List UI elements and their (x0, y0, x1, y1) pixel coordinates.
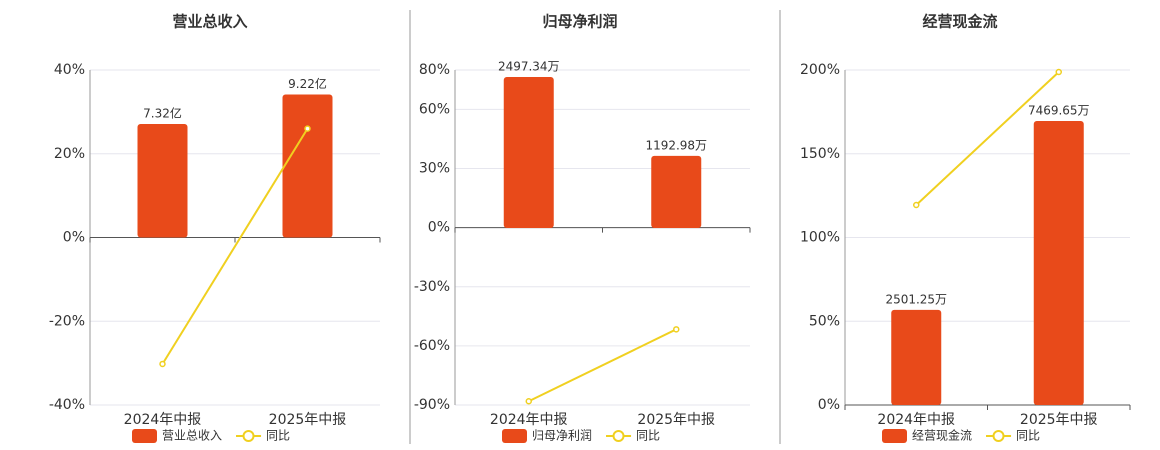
line-point (525, 398, 532, 405)
bar-value-label: 9.22亿 (288, 76, 327, 91)
y-tick-label: 100% (800, 230, 840, 246)
bar-value-label: 1192.98万 (645, 138, 707, 152)
legend-label: 归母净利润 (532, 429, 592, 443)
y-tick-label: 60% (419, 101, 450, 117)
y-tick-label: 150% (800, 146, 840, 162)
x-tick-label: 2024年中报 (124, 412, 202, 428)
legend-label: 同比 (636, 429, 660, 443)
y-tick-label: -30% (414, 279, 450, 295)
legend-swatch (132, 429, 157, 443)
bar-value-label: 2501.25万 (885, 292, 947, 306)
x-tick-label: 2025年中报 (269, 412, 347, 428)
bar-value-label: 7469.65万 (1028, 103, 1090, 117)
line (161, 128, 309, 365)
line (915, 71, 1060, 206)
y-tick-label: 40% (54, 62, 85, 78)
bar (891, 309, 942, 405)
y-tick-label: -40% (49, 397, 85, 413)
legend-label: 经营现金流 (912, 428, 972, 443)
legend-swatch (242, 430, 255, 442)
legend-swatch (612, 430, 625, 442)
y-tick-label: 0% (818, 397, 840, 413)
line-point (1055, 68, 1062, 76)
y-tick-label: 30% (419, 161, 450, 177)
line (528, 328, 677, 403)
bar (651, 155, 702, 228)
legend-swatch (992, 430, 1005, 442)
x-tick-label: 2025年中报 (1020, 412, 1098, 428)
y-tick-label: 20% (54, 146, 85, 162)
y-tick-label: -60% (414, 338, 450, 354)
y-tick-label: 0% (63, 230, 85, 246)
y-tick-label: -20% (49, 313, 85, 329)
legend-swatch (502, 429, 527, 443)
line-point (304, 125, 311, 132)
line-point (159, 360, 166, 368)
line-point (673, 326, 680, 333)
bar-value-label: 2497.34万 (498, 59, 560, 73)
bar (282, 94, 333, 238)
chart-title: 经营现金流 (922, 13, 997, 31)
y-tick-label: 80% (419, 62, 450, 78)
bar-value-label: 7.32亿 (143, 105, 182, 120)
y-tick-label: 200% (800, 62, 840, 78)
legend-label: 同比 (266, 429, 290, 443)
line-point (913, 201, 920, 209)
legend-label: 同比 (1016, 429, 1040, 443)
chart-title: 归母净利润 (542, 13, 617, 31)
bar (503, 76, 554, 228)
chart-title: 营业总收入 (172, 13, 247, 31)
x-tick-label: 2024年中报 (490, 412, 568, 428)
y-tick-label: 50% (809, 313, 840, 329)
bar (137, 123, 188, 238)
y-tick-label: -90% (414, 397, 450, 413)
x-tick-label: 2025年中报 (637, 412, 715, 428)
y-tick-label: 0% (428, 220, 450, 236)
bar (1033, 120, 1084, 405)
x-tick-label: 2024年中报 (877, 412, 955, 428)
legend-swatch (882, 429, 907, 443)
legend-label: 营业总收入 (162, 429, 222, 443)
